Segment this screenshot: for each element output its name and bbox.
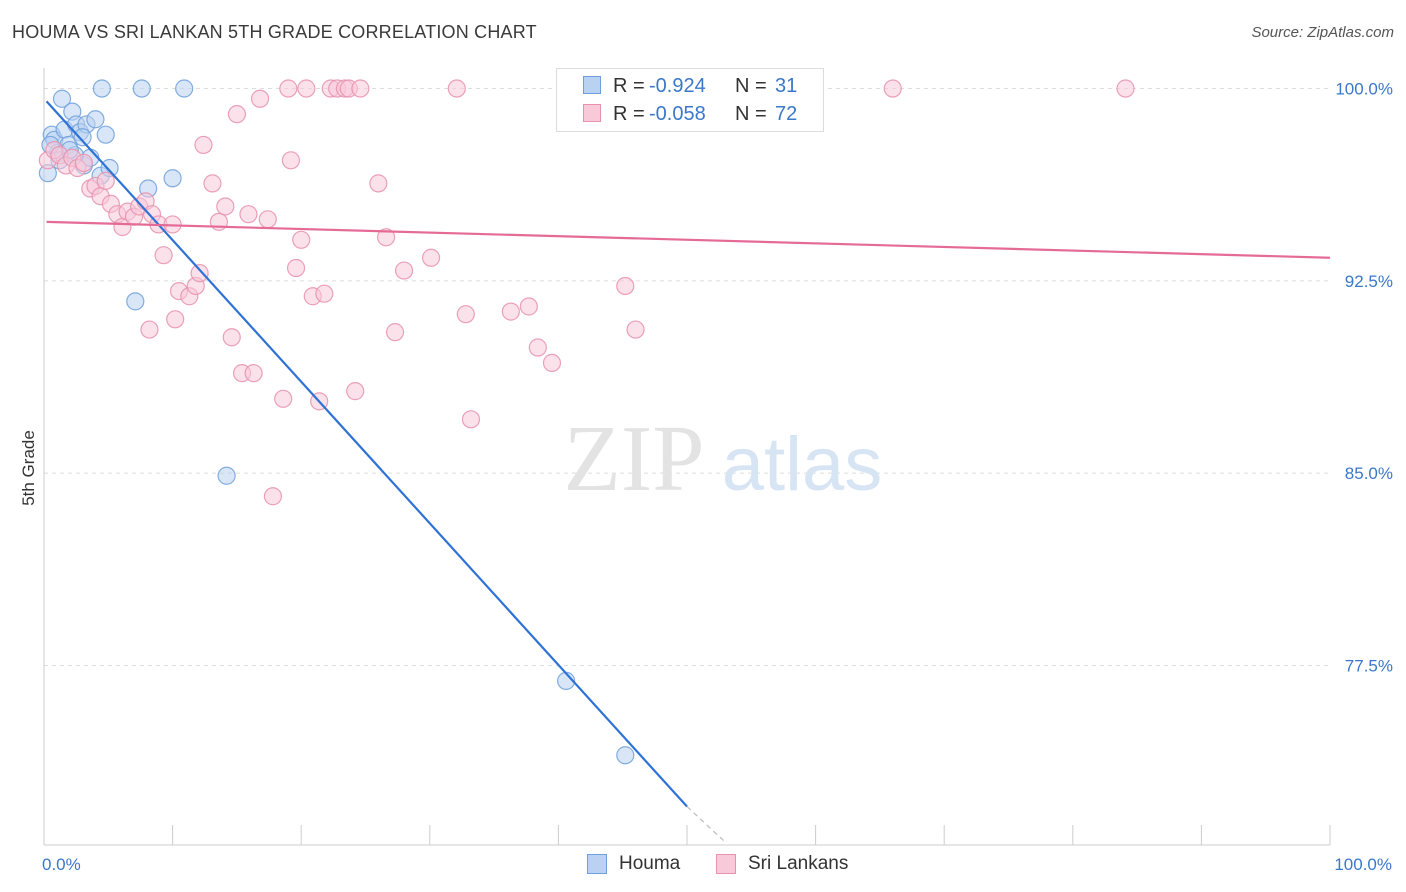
legend-n-label: N = (735, 103, 767, 125)
sri-lankans-point (96, 171, 115, 190)
sri-lankans-point (166, 310, 185, 329)
sri-lankans-point (239, 205, 258, 224)
data-points (38, 79, 1135, 765)
series-swatch-houma (587, 854, 607, 874)
sri-lankans-point (883, 79, 902, 98)
houma-point (96, 125, 115, 144)
legend-row-houma: R = -0.924 N = 31 (557, 72, 823, 100)
trend-lines (45, 100, 1331, 843)
houma-point (175, 79, 194, 98)
x-tick-label: 0.0% (42, 855, 81, 874)
houma-point (73, 128, 92, 147)
watermark-zip: ZIP (564, 407, 705, 511)
sri-lankans-point (394, 261, 414, 280)
sri-lankans-point (140, 320, 159, 339)
y-tick-label: 92.5% (1345, 272, 1393, 291)
series-label-sri-lankans: Sri Lankans (748, 853, 849, 874)
source-credit: Source: ZipAtlas.com (1251, 24, 1394, 41)
legend-swatch-houma (583, 76, 601, 94)
legend-r-label: R = (613, 75, 645, 97)
houma-trend-line (45, 100, 688, 808)
legend-r-value: -0.924 (649, 75, 706, 97)
sri-lankans-point (369, 174, 388, 193)
sri-lankans-trend-line (46, 220, 1331, 259)
legend-r-value: -0.058 (649, 103, 706, 125)
sri-lankans-point (519, 297, 538, 316)
series-label-houma: Houma (619, 853, 681, 874)
sri-lankans-point (501, 302, 520, 321)
y-tick-label: 100.0% (1335, 80, 1393, 99)
legend-n-value: 72 (775, 103, 798, 125)
sri-lankans-point (447, 79, 466, 98)
sri-lankans-point (315, 284, 334, 303)
houma-point (52, 89, 72, 108)
y-tick-label: 85.0% (1345, 464, 1393, 483)
sri-lankans-point (263, 487, 283, 506)
sri-lankans-point (227, 105, 246, 124)
sri-lankans-point (542, 353, 562, 373)
houma-point (126, 292, 145, 311)
houma-point (163, 169, 182, 188)
sri-lankans-point (194, 135, 213, 155)
sri-lankans-point (528, 338, 547, 357)
y-axis-label: 5th Grade (19, 430, 38, 506)
sri-lankans-point (274, 389, 293, 408)
series-legend: Houma Sri Lankans (0, 852, 1406, 878)
legend-swatch-sri-lankans (583, 104, 601, 122)
houma-point (92, 79, 111, 98)
sri-lankans-point (292, 230, 311, 249)
sri-lankans-point (258, 210, 277, 229)
sri-lankans-point (376, 228, 396, 247)
sri-lankans-point (250, 89, 270, 108)
x-tick-label: 100.0% (1334, 855, 1392, 874)
legend-n-label: N = (735, 75, 767, 97)
chart-title: HOUMA VS SRI LANKAN 5TH GRADE CORRELATIO… (12, 22, 537, 42)
legend-n-value: 31 (775, 75, 798, 97)
sri-lankans-point (626, 320, 645, 339)
houma-trend-line-extension (686, 806, 726, 843)
watermark-atlas: atlas (722, 422, 883, 507)
sri-lankans-point (461, 410, 481, 429)
sri-lankans-point (297, 79, 316, 98)
sri-lankans-point (346, 382, 365, 401)
sri-lankans-point (281, 151, 301, 170)
sri-lankans-point (216, 197, 235, 216)
sri-lankans-point (190, 264, 209, 283)
sri-lankans-point (385, 323, 405, 342)
y-tick-label: 77.5% (1345, 656, 1393, 675)
sri-lankans-point (351, 79, 370, 98)
series-swatch-sri-lankans (716, 854, 736, 874)
sri-lankans-point (222, 328, 241, 347)
houma-point (86, 110, 105, 129)
houma-point (217, 466, 236, 485)
watermark: ZIP atlas (564, 407, 883, 511)
sri-lankans-point (244, 364, 263, 383)
sri-lankans-point (616, 276, 635, 296)
houma-point (616, 746, 635, 765)
legend-r-label: R = (613, 103, 645, 125)
sri-lankans-point (279, 79, 298, 98)
sri-lankans-point (203, 174, 222, 193)
sri-lankans-point (154, 246, 173, 265)
correlation-legend: R = -0.924 N = 31 R = -0.058 N = 72 (556, 68, 824, 132)
sri-lankans-point (456, 305, 475, 324)
axes: 100.0% 92.5% 85.0% 77.5% 0.0% 100.0% (42, 68, 1393, 874)
sri-lankans-point (1116, 79, 1135, 98)
legend-row-sri-lankans: R = -0.058 N = 72 (557, 100, 823, 128)
sri-lankans-point (74, 153, 93, 172)
sri-lankans-point (421, 248, 441, 267)
sri-lankans-point (286, 258, 306, 278)
houma-point (132, 79, 151, 98)
